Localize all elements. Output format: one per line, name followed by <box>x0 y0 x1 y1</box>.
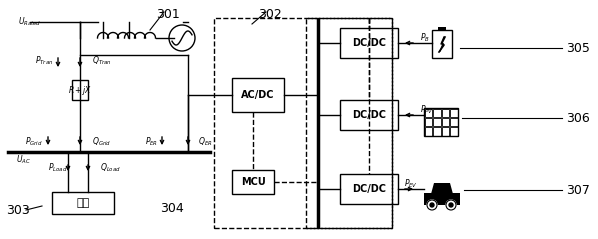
Circle shape <box>449 203 453 207</box>
Circle shape <box>430 203 434 207</box>
Bar <box>432 30 452 58</box>
Bar <box>425 118 432 126</box>
Text: $Q_{Load}$: $Q_{Load}$ <box>100 162 121 174</box>
Text: DC/DC: DC/DC <box>352 110 386 120</box>
Text: 307: 307 <box>566 184 590 196</box>
Bar <box>425 127 432 136</box>
Bar <box>232 170 274 194</box>
Text: 304: 304 <box>160 201 184 214</box>
Text: DC/DC: DC/DC <box>352 38 386 48</box>
Bar <box>232 78 284 112</box>
Bar <box>340 28 398 58</box>
Text: 306: 306 <box>566 112 590 125</box>
Text: $P_{Load}$: $P_{Load}$ <box>48 162 68 174</box>
Bar <box>438 27 446 30</box>
Bar <box>424 193 460 205</box>
Text: $U_{AC}$: $U_{AC}$ <box>16 154 31 166</box>
Bar <box>450 118 457 126</box>
Polygon shape <box>428 183 456 205</box>
Text: $P_{EV}$: $P_{EV}$ <box>404 178 418 190</box>
Text: $Q_{Tran}$: $Q_{Tran}$ <box>92 55 112 67</box>
Text: 303: 303 <box>6 203 30 217</box>
Text: 负荷: 负荷 <box>77 198 90 208</box>
Text: $U_{Rated}$: $U_{Rated}$ <box>18 16 41 28</box>
Text: AC/DC: AC/DC <box>241 90 274 100</box>
Circle shape <box>427 200 437 210</box>
Bar <box>340 174 398 204</box>
Text: $R+jX$: $R+jX$ <box>68 83 92 97</box>
Bar <box>433 127 441 136</box>
Bar <box>340 100 398 130</box>
Text: $P_B$: $P_B$ <box>420 32 430 44</box>
Bar <box>306 18 392 228</box>
Text: MCU: MCU <box>240 177 266 187</box>
Bar <box>450 127 457 136</box>
Text: $Q_{Grid}$: $Q_{Grid}$ <box>92 136 111 148</box>
Text: 305: 305 <box>566 42 590 54</box>
Bar <box>433 109 441 117</box>
Text: $P_{Grid}$: $P_{Grid}$ <box>25 136 43 148</box>
Bar <box>450 109 457 117</box>
Bar <box>72 80 88 100</box>
Text: $P_{Tran}$: $P_{Tran}$ <box>35 55 53 67</box>
Bar <box>441 109 449 117</box>
Text: $Q_{ER}$: $Q_{ER}$ <box>198 136 213 148</box>
Text: $P_{PV}$: $P_{PV}$ <box>420 104 434 116</box>
Text: 301: 301 <box>156 8 180 21</box>
Bar <box>52 192 114 214</box>
Bar <box>214 18 392 228</box>
Bar <box>425 109 432 117</box>
Bar <box>424 108 458 136</box>
Circle shape <box>446 200 456 210</box>
Text: $P_{ER}$: $P_{ER}$ <box>145 136 158 148</box>
Bar <box>433 118 441 126</box>
Text: 302: 302 <box>258 8 282 21</box>
Bar <box>441 118 449 126</box>
Text: DC/DC: DC/DC <box>352 184 386 194</box>
Bar <box>441 127 449 136</box>
